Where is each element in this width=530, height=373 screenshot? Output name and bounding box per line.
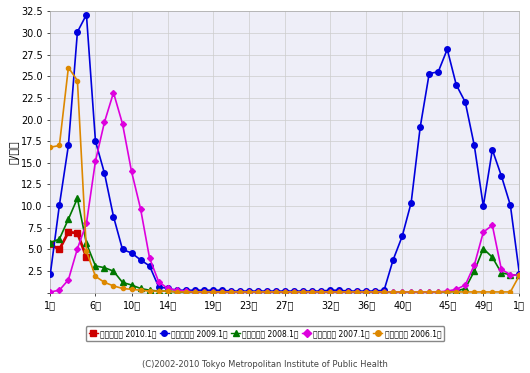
（東京都） 2007.1～: [471, 263, 478, 267]
（東京都） 2006.1～: [372, 290, 378, 294]
（東京都） 2010.1～: [74, 231, 81, 235]
Line: （東京都） 2006.1～: （東京都） 2006.1～: [48, 65, 522, 294]
（東京都） 2006.1～: [363, 290, 369, 294]
（東京都） 2007.1～: [110, 90, 117, 95]
（東京都） 2008.1～: [363, 290, 369, 294]
（東京都） 2008.1～: [191, 290, 198, 294]
（東京都） 2009.1～: [47, 272, 54, 276]
（東京都） 2007.1～: [516, 273, 523, 278]
（東京都） 2010.1～: [47, 242, 54, 247]
（東京都） 2009.1～: [336, 288, 342, 292]
（東京都） 2008.1～: [47, 240, 54, 245]
Line: （東京都） 2007.1～: （東京都） 2007.1～: [48, 91, 522, 294]
（東京都） 2006.1～: [173, 290, 180, 294]
（東京都） 2007.1～: [327, 290, 333, 294]
（東京都） 2010.1～: [56, 247, 63, 252]
（東京都） 2007.1～: [417, 290, 423, 294]
Line: （東京都） 2009.1～: （東京都） 2009.1～: [48, 12, 522, 294]
（東京都） 2009.1～: [363, 289, 369, 293]
（東京都） 2006.1～: [191, 290, 198, 294]
（東京都） 2006.1～: [47, 145, 54, 150]
（東京都） 2006.1～: [65, 65, 72, 70]
（東京都） 2008.1～: [74, 196, 81, 201]
（東京都） 2006.1～: [336, 290, 342, 294]
（東京都） 2009.1～: [182, 288, 189, 292]
（東京都） 2008.1～: [372, 290, 378, 294]
（東京都） 2009.1～: [372, 289, 378, 293]
（東京都） 2009.1～: [345, 289, 351, 293]
Text: (C)2002-2010 Tokyo Metropolitan Institute of Public Health: (C)2002-2010 Tokyo Metropolitan Institut…: [142, 360, 388, 369]
（東京都） 2008.1～: [336, 290, 342, 294]
（東京都） 2007.1～: [354, 290, 360, 294]
（東京都） 2008.1～: [173, 290, 180, 294]
Line: （東京都） 2010.1～: （東京都） 2010.1～: [48, 229, 89, 260]
（東京都） 2007.1～: [47, 290, 54, 294]
（東京都） 2008.1～: [516, 273, 523, 278]
Legend: （東京都） 2010.1～, （東京都） 2009.1～, （東京都） 2008.1～, （東京都） 2007.1～, （東京都） 2006.1～: （東京都） 2010.1～, （東京都） 2009.1～, （東京都） 2008…: [86, 326, 444, 341]
（東京都） 2006.1～: [426, 290, 432, 294]
（東京都） 2007.1～: [182, 289, 189, 293]
（東京都） 2008.1～: [345, 290, 351, 294]
（東京都） 2009.1～: [83, 12, 90, 17]
（東京都） 2007.1～: [336, 290, 342, 294]
（東京都） 2006.1～: [345, 290, 351, 294]
（東京都） 2009.1～: [227, 289, 234, 293]
Y-axis label: 人/定点: 人/定点: [8, 140, 18, 164]
Line: （東京都） 2008.1～: （東京都） 2008.1～: [48, 195, 522, 295]
（東京都） 2009.1～: [516, 272, 523, 276]
（東京都） 2010.1～: [83, 255, 90, 260]
（東京都） 2008.1～: [426, 290, 432, 294]
（東京都） 2010.1～: [65, 230, 72, 234]
（東京都） 2009.1～: [426, 71, 432, 76]
（東京都） 2006.1～: [516, 273, 523, 278]
